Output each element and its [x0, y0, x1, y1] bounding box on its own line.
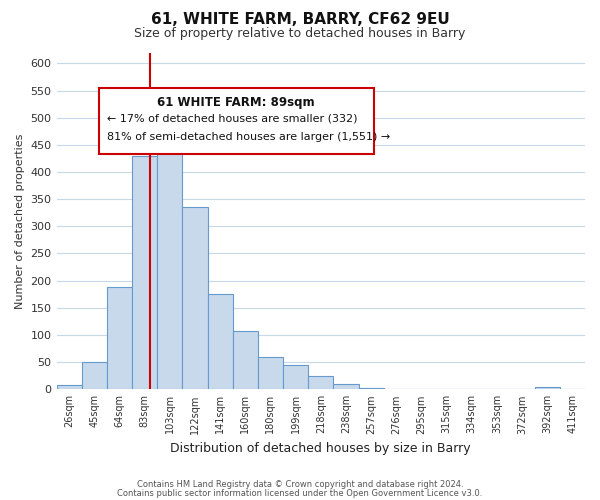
Bar: [308, 376, 334, 390]
Bar: [208, 294, 233, 390]
Bar: [56, 385, 82, 390]
Bar: [258, 356, 283, 390]
Text: ← 17% of detached houses are smaller (332): ← 17% of detached houses are smaller (33…: [107, 113, 357, 123]
FancyBboxPatch shape: [99, 88, 374, 154]
Bar: [359, 388, 383, 390]
Text: Size of property relative to detached houses in Barry: Size of property relative to detached ho…: [134, 28, 466, 40]
Bar: [107, 287, 132, 390]
Bar: [535, 386, 560, 390]
Text: 61 WHITE FARM: 89sqm: 61 WHITE FARM: 89sqm: [157, 96, 315, 110]
Text: Contains HM Land Registry data © Crown copyright and database right 2024.: Contains HM Land Registry data © Crown c…: [137, 480, 463, 489]
Bar: [82, 362, 107, 390]
Text: Contains public sector information licensed under the Open Government Licence v3: Contains public sector information licen…: [118, 489, 482, 498]
X-axis label: Distribution of detached houses by size in Barry: Distribution of detached houses by size …: [170, 442, 471, 455]
Bar: [383, 389, 409, 390]
Text: 81% of semi-detached houses are larger (1,551) →: 81% of semi-detached houses are larger (…: [107, 132, 390, 141]
Y-axis label: Number of detached properties: Number of detached properties: [15, 133, 25, 308]
Bar: [233, 330, 258, 390]
Bar: [334, 384, 359, 390]
Bar: [182, 208, 208, 390]
Text: 61, WHITE FARM, BARRY, CF62 9EU: 61, WHITE FARM, BARRY, CF62 9EU: [151, 12, 449, 28]
Bar: [132, 156, 157, 390]
Bar: [283, 366, 308, 390]
Bar: [157, 132, 182, 390]
